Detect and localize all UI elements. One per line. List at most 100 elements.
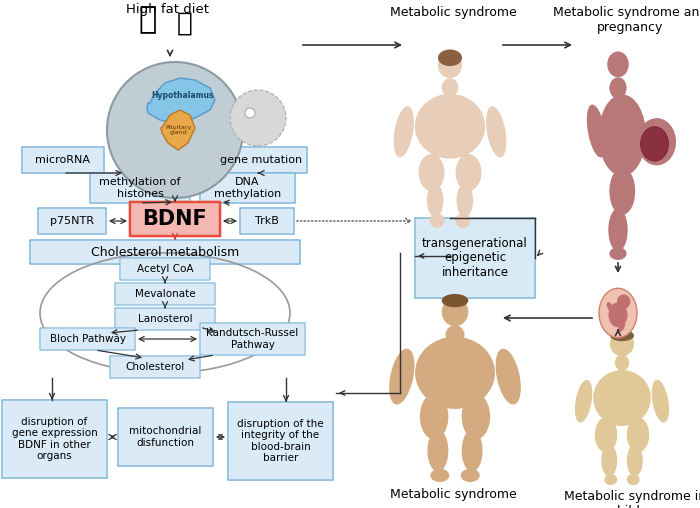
Circle shape — [107, 62, 243, 198]
Ellipse shape — [615, 355, 629, 371]
Text: gene mutation: gene mutation — [220, 155, 302, 165]
Text: DNA
methylation: DNA methylation — [214, 177, 281, 199]
Ellipse shape — [575, 380, 592, 423]
Ellipse shape — [419, 154, 444, 191]
FancyBboxPatch shape — [118, 408, 213, 466]
Text: transgenerational
epigenetic
inheritance: transgenerational epigenetic inheritance — [422, 237, 528, 279]
Ellipse shape — [608, 208, 628, 251]
Text: Metabolic syndrome: Metabolic syndrome — [390, 6, 517, 19]
Text: Mevalonate: Mevalonate — [134, 289, 195, 299]
Text: Cholesterol: Cholesterol — [125, 362, 185, 372]
Ellipse shape — [442, 294, 468, 307]
Circle shape — [230, 90, 286, 146]
FancyBboxPatch shape — [120, 258, 210, 280]
Ellipse shape — [430, 469, 449, 482]
Ellipse shape — [626, 474, 640, 485]
Ellipse shape — [595, 417, 617, 453]
Text: Metabolic syndrome: Metabolic syndrome — [390, 488, 517, 501]
Text: Metabolic syndrome and
pregnancy: Metabolic syndrome and pregnancy — [553, 6, 700, 34]
Ellipse shape — [496, 348, 521, 404]
Text: Cholesterol metabolism: Cholesterol metabolism — [91, 245, 239, 259]
Ellipse shape — [456, 154, 482, 191]
Ellipse shape — [593, 370, 651, 426]
FancyBboxPatch shape — [200, 323, 305, 355]
FancyBboxPatch shape — [40, 328, 135, 350]
Ellipse shape — [607, 302, 614, 312]
FancyBboxPatch shape — [22, 147, 104, 173]
FancyBboxPatch shape — [115, 308, 215, 330]
Text: Bloch Pathway: Bloch Pathway — [50, 334, 125, 344]
Text: disruption of
gene expression
BDNF in other
organs: disruption of gene expression BDNF in ot… — [12, 417, 97, 461]
Ellipse shape — [393, 106, 414, 157]
Ellipse shape — [486, 106, 506, 157]
Text: p75NTR: p75NTR — [50, 216, 94, 226]
Ellipse shape — [587, 105, 606, 157]
Ellipse shape — [599, 289, 637, 338]
Ellipse shape — [427, 183, 444, 217]
Ellipse shape — [610, 331, 634, 357]
FancyBboxPatch shape — [240, 208, 294, 234]
Ellipse shape — [619, 321, 625, 332]
Text: 🍕: 🍕 — [177, 11, 193, 37]
Text: microRNA: microRNA — [36, 155, 90, 165]
Ellipse shape — [601, 444, 617, 477]
Polygon shape — [161, 110, 195, 150]
Ellipse shape — [442, 298, 468, 326]
FancyBboxPatch shape — [228, 402, 333, 480]
Text: BDNF: BDNF — [143, 209, 207, 229]
FancyBboxPatch shape — [110, 356, 200, 378]
Ellipse shape — [438, 52, 462, 78]
Ellipse shape — [626, 417, 649, 453]
Ellipse shape — [652, 380, 669, 423]
FancyBboxPatch shape — [90, 173, 190, 203]
Ellipse shape — [617, 294, 631, 309]
FancyBboxPatch shape — [200, 173, 295, 203]
FancyBboxPatch shape — [215, 147, 307, 173]
FancyBboxPatch shape — [415, 218, 535, 298]
Ellipse shape — [462, 430, 482, 471]
Ellipse shape — [389, 348, 414, 404]
Text: TrkB: TrkB — [255, 216, 279, 226]
Ellipse shape — [610, 330, 634, 341]
Ellipse shape — [445, 325, 465, 344]
Ellipse shape — [462, 394, 490, 439]
Circle shape — [245, 108, 255, 118]
Ellipse shape — [415, 94, 485, 158]
Ellipse shape — [456, 183, 473, 217]
Text: High fat diet: High fat diet — [127, 4, 209, 16]
FancyBboxPatch shape — [130, 202, 220, 236]
FancyBboxPatch shape — [30, 240, 300, 264]
Ellipse shape — [430, 213, 444, 228]
FancyBboxPatch shape — [115, 283, 215, 305]
Text: Pituitary
gland: Pituitary gland — [165, 124, 191, 136]
Text: Acetyl CoA: Acetyl CoA — [136, 264, 193, 274]
Ellipse shape — [461, 469, 480, 482]
Ellipse shape — [428, 430, 448, 471]
Text: mitochondrial
disfunction: mitochondrial disfunction — [130, 426, 202, 448]
Ellipse shape — [442, 78, 458, 97]
Text: Kandutsch-Russel
Pathway: Kandutsch-Russel Pathway — [206, 328, 299, 350]
Ellipse shape — [637, 118, 676, 166]
Ellipse shape — [610, 77, 627, 99]
Ellipse shape — [626, 444, 643, 477]
FancyBboxPatch shape — [2, 400, 107, 478]
Text: Hypothalamus: Hypothalamus — [150, 91, 214, 101]
Ellipse shape — [608, 303, 627, 327]
Ellipse shape — [415, 337, 495, 409]
Text: Metabolic syndrome in
children: Metabolic syndrome in children — [564, 490, 700, 508]
Ellipse shape — [610, 247, 627, 260]
Ellipse shape — [608, 51, 629, 77]
Ellipse shape — [438, 49, 462, 66]
Ellipse shape — [610, 168, 635, 215]
Text: Lanosterol: Lanosterol — [138, 314, 192, 324]
Text: disruption of the
integrity of the
blood-brain
barrier: disruption of the integrity of the blood… — [237, 419, 324, 463]
Ellipse shape — [420, 394, 449, 439]
Polygon shape — [147, 78, 215, 123]
Text: methylation of
histones: methylation of histones — [99, 177, 181, 199]
Ellipse shape — [456, 213, 470, 228]
Ellipse shape — [640, 126, 668, 161]
FancyBboxPatch shape — [38, 208, 106, 234]
Text: 🍔: 🍔 — [139, 6, 157, 35]
Ellipse shape — [598, 94, 646, 176]
Ellipse shape — [604, 474, 617, 485]
